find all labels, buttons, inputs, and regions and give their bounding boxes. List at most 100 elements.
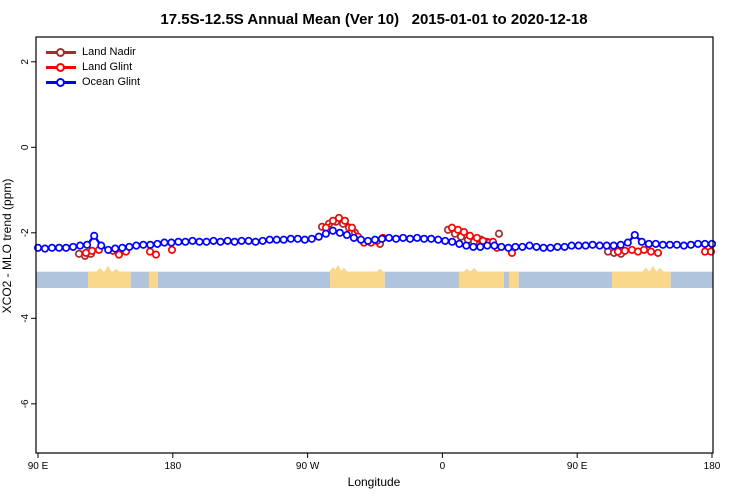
ocean-glint-point bbox=[160, 238, 169, 247]
ocean-glint-point bbox=[202, 237, 211, 246]
land-patch bbox=[149, 271, 158, 288]
x-tick-label: 90 E bbox=[28, 461, 49, 472]
ocean-glint-point bbox=[125, 242, 134, 251]
legend-label: Land Glint bbox=[82, 61, 133, 73]
legend-item-land-glint: Land Glint bbox=[46, 60, 140, 75]
ocean-glint-point bbox=[181, 237, 190, 246]
y-tick-label: -6 bbox=[20, 399, 31, 408]
ocean-glint-point bbox=[328, 226, 337, 235]
ocean-glint-point bbox=[300, 235, 309, 244]
ocean-glint-marker-icon bbox=[46, 78, 76, 87]
land-glint-point bbox=[151, 250, 161, 259]
ocean-glint-point bbox=[97, 241, 106, 250]
ocean-glint-point bbox=[90, 231, 99, 240]
ocean-glint-point bbox=[47, 243, 57, 252]
land-glint-point bbox=[114, 250, 124, 259]
plot-area bbox=[33, 213, 717, 288]
ocean-glint-point bbox=[658, 240, 667, 249]
land-glint-point bbox=[613, 247, 623, 256]
land-glint-point bbox=[87, 246, 97, 255]
ocean-glint-point bbox=[237, 236, 246, 245]
ocean-glint-point bbox=[244, 236, 253, 245]
ocean-glint-point bbox=[609, 241, 618, 250]
land-patch bbox=[458, 271, 505, 288]
legend-item-land-nadir: Land Nadir bbox=[46, 45, 140, 60]
ocean-glint-point bbox=[567, 241, 576, 250]
land-glint-point bbox=[653, 248, 663, 257]
legend-label: Land Nadir bbox=[82, 46, 136, 58]
ocean-glint-point bbox=[251, 237, 260, 246]
land-peak bbox=[339, 267, 348, 273]
ocean-glint-point bbox=[356, 235, 366, 244]
land-peak bbox=[655, 267, 664, 273]
ocean-glint-point bbox=[377, 234, 387, 243]
ocean-glint-point bbox=[560, 242, 569, 251]
ocean-glint-point bbox=[132, 241, 141, 250]
ocean-glint-point bbox=[146, 240, 155, 249]
x-tick-label: 180 bbox=[164, 461, 181, 472]
land-peak bbox=[111, 268, 120, 273]
y-tick-label: -2 bbox=[20, 228, 31, 237]
legend-label: Ocean Glint bbox=[82, 76, 141, 88]
ocean-glint-point bbox=[139, 240, 148, 249]
land-nadir-marker-icon bbox=[46, 48, 76, 57]
ocean-glint-point bbox=[644, 239, 653, 248]
ocean-glint-point bbox=[406, 234, 415, 243]
ocean-glint-point bbox=[167, 238, 176, 247]
ocean-glint-point bbox=[427, 234, 436, 243]
axis-ticks: 90 E 180 90 W 0 90 E 180 2 0 -2 -4 -6 bbox=[20, 59, 721, 472]
ocean-glint-point bbox=[637, 237, 646, 246]
land-peak bbox=[104, 265, 113, 273]
ocean-glint-point bbox=[174, 237, 183, 246]
x-tick-label: 90 W bbox=[296, 461, 320, 472]
ocean-glint-point bbox=[392, 234, 401, 243]
ocean-glint-point bbox=[434, 235, 443, 244]
ocean-glint-point bbox=[363, 236, 373, 245]
ocean-glint-point bbox=[672, 240, 681, 249]
ocean-glint-point bbox=[195, 237, 204, 246]
x-tick-label: 180 bbox=[704, 461, 721, 472]
land-glint-point bbox=[347, 223, 357, 232]
ocean-glint-point bbox=[511, 242, 520, 251]
ocean-glint-point bbox=[686, 240, 695, 249]
ocean-glint-point bbox=[55, 243, 64, 252]
land-peak bbox=[96, 267, 105, 273]
ocean-glint-point bbox=[335, 228, 344, 237]
land-patch bbox=[329, 271, 385, 288]
x-tick-label: 0 bbox=[440, 461, 446, 472]
legend-item-ocean-glint: Ocean Glint bbox=[46, 75, 140, 90]
land-patch bbox=[508, 271, 519, 288]
ocean-glint-point bbox=[693, 239, 703, 248]
land-glint-point bbox=[639, 245, 649, 254]
x-axis-label: Longitude bbox=[348, 475, 401, 489]
ocean-glint-point bbox=[679, 241, 688, 250]
land-patch bbox=[611, 271, 672, 288]
ocean-glint-point bbox=[83, 240, 92, 249]
ocean-glint-point bbox=[700, 239, 710, 248]
ocean-glint-point bbox=[504, 243, 513, 252]
ocean-glint-point bbox=[188, 236, 197, 245]
ocean-glint-point bbox=[616, 240, 625, 249]
ocean-glint-point bbox=[40, 244, 50, 253]
ocean-glint-point bbox=[490, 241, 499, 250]
ocean-glint-point bbox=[623, 238, 632, 247]
y-tick-label: 0 bbox=[20, 144, 31, 150]
ocean-glint-point bbox=[342, 230, 351, 240]
ocean-glint-point bbox=[546, 243, 555, 252]
ocean-glint-point bbox=[630, 230, 639, 240]
ocean-glint-point bbox=[272, 235, 281, 244]
ocean-glint-point bbox=[265, 235, 274, 244]
ocean-glint-point bbox=[69, 242, 78, 251]
land-glint-point bbox=[340, 216, 350, 225]
land-patch bbox=[88, 271, 132, 288]
ocean-glint-point bbox=[455, 239, 464, 248]
plot-border bbox=[35, 36, 714, 454]
ocean-glint-point bbox=[258, 236, 267, 245]
ocean-glint-point bbox=[413, 233, 422, 242]
ocean-glint-point bbox=[293, 234, 302, 243]
ocean-glint-point bbox=[279, 235, 288, 244]
ocean-glint-point bbox=[574, 241, 583, 250]
ocean-glint-point bbox=[707, 239, 717, 248]
